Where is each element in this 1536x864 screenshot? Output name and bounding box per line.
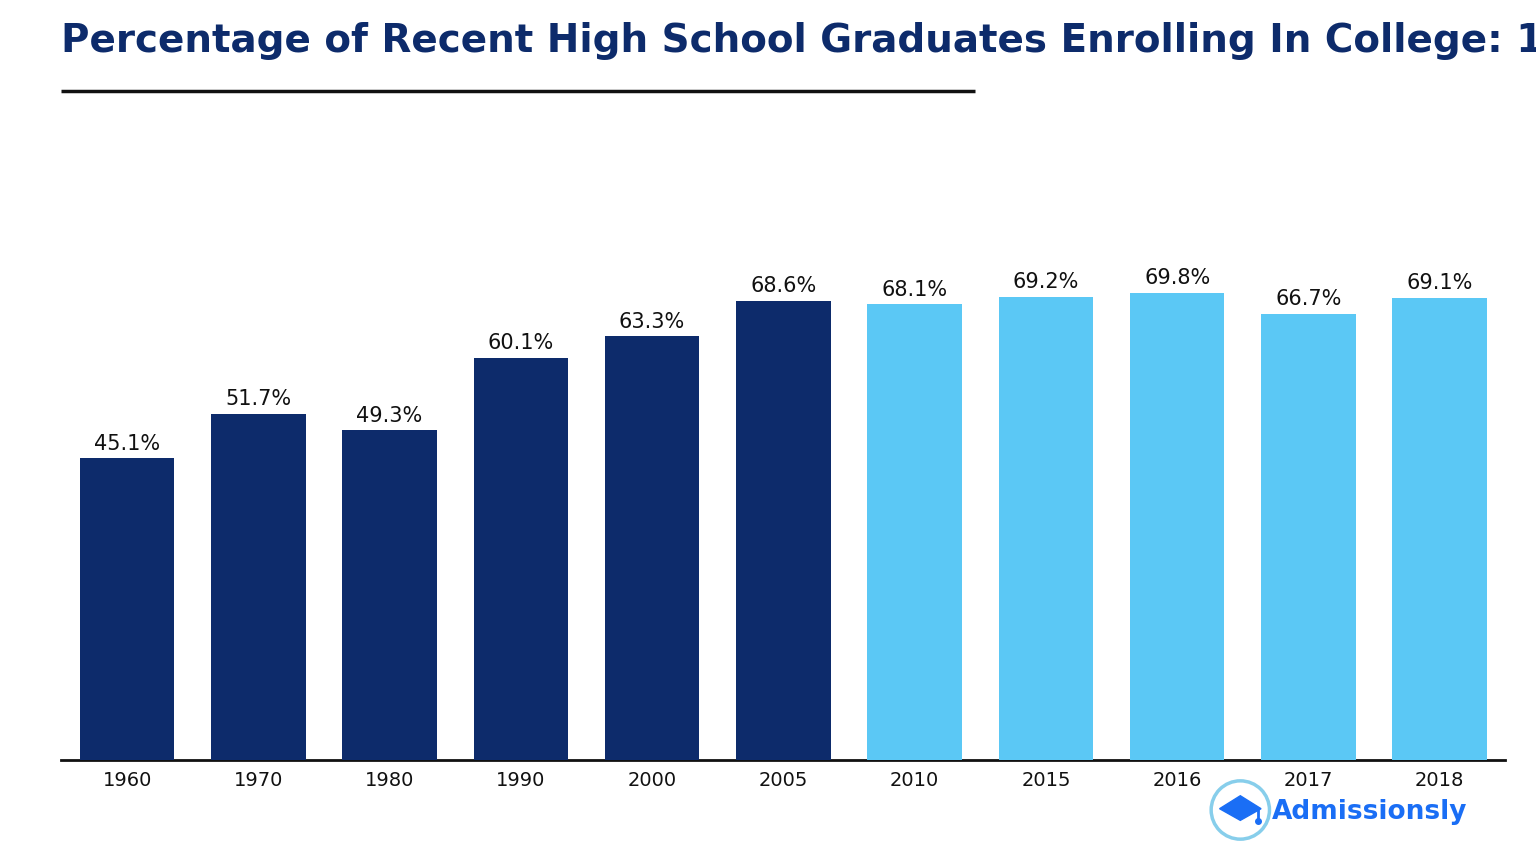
Bar (473, 358, 568, 760)
Bar (605, 336, 699, 760)
Bar (736, 301, 831, 760)
Text: 69.2%: 69.2% (1012, 272, 1080, 292)
Text: 68.6%: 68.6% (750, 276, 817, 296)
Text: Percentage of Recent High School Graduates Enrolling In College: 1960-2018: Percentage of Recent High School Graduat… (61, 22, 1536, 60)
Text: 60.1%: 60.1% (488, 334, 554, 353)
Bar (1261, 314, 1356, 760)
Text: 49.3%: 49.3% (356, 405, 422, 425)
Text: Admissionsly: Admissionsly (1272, 799, 1467, 825)
Bar (868, 304, 962, 760)
Text: 63.3%: 63.3% (619, 312, 685, 332)
Bar (998, 297, 1094, 760)
Text: 66.7%: 66.7% (1275, 289, 1341, 309)
Text: 69.1%: 69.1% (1407, 273, 1473, 293)
Polygon shape (1220, 796, 1261, 821)
Bar (343, 430, 436, 760)
Text: 45.1%: 45.1% (94, 434, 160, 454)
Bar (80, 458, 174, 760)
Text: 68.1%: 68.1% (882, 280, 948, 300)
Bar (1393, 297, 1487, 760)
Text: 69.8%: 69.8% (1144, 268, 1210, 289)
Bar (1130, 293, 1224, 760)
Bar (210, 414, 306, 760)
Text: 51.7%: 51.7% (226, 390, 292, 410)
